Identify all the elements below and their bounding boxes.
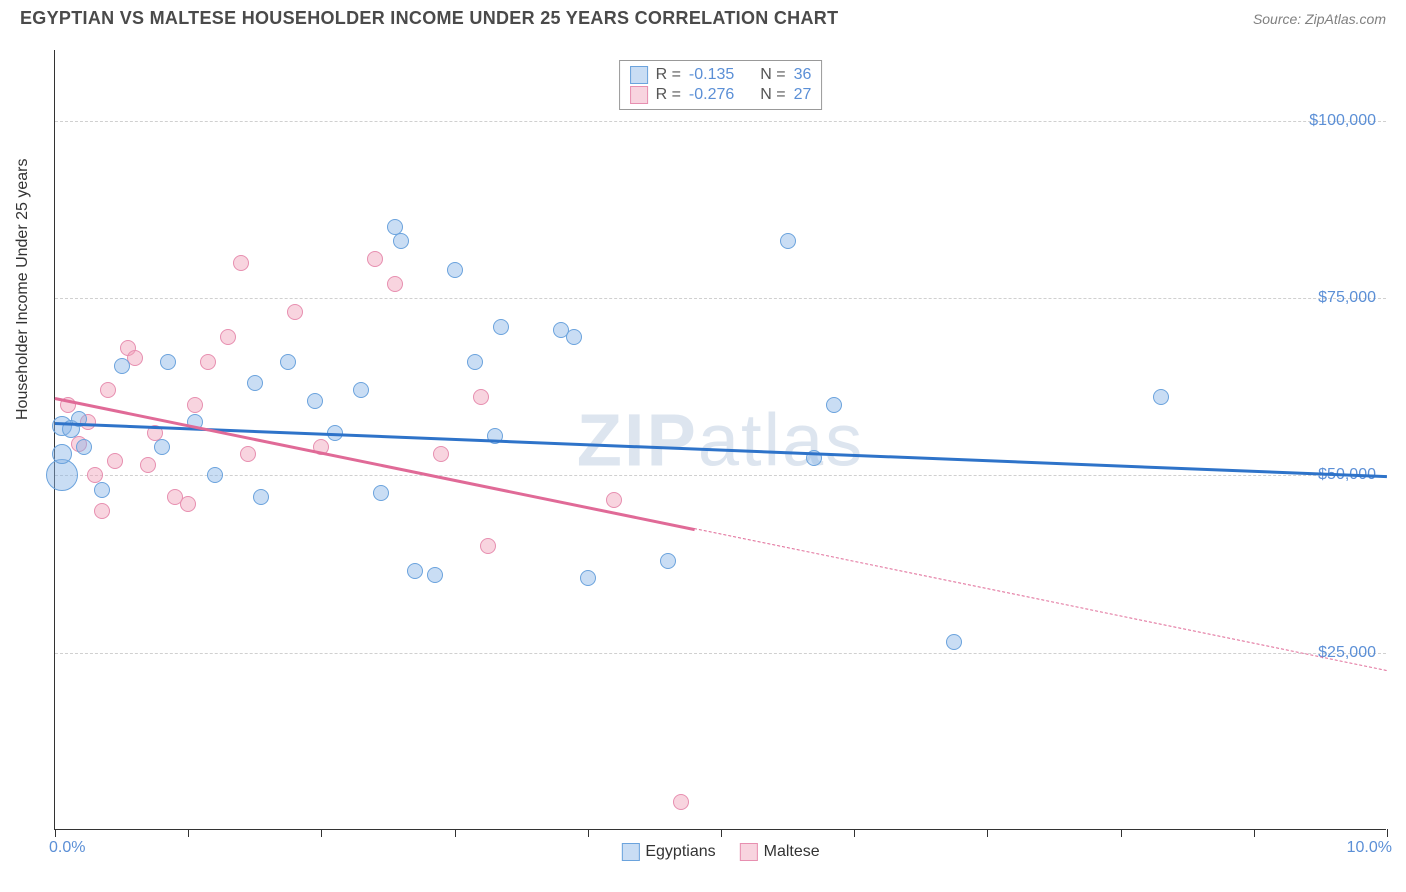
series-legend: Egyptians Maltese [621,843,819,861]
point-egyptians [566,329,582,345]
watermark: ZIPatlas [577,397,864,482]
point-maltese [240,446,256,462]
point-maltese [100,382,116,398]
r-label: R = [656,86,681,104]
point-egyptians [353,382,369,398]
point-egyptians [447,262,463,278]
n-label: N = [760,66,785,84]
y-tick-label: $100,000 [1309,112,1376,130]
point-egyptians [493,319,509,335]
point-egyptians [94,482,110,498]
point-egyptians [393,233,409,249]
y-axis-label: Householder Income Under 25 years [14,159,32,420]
chart-plot-area: ZIPatlas R = -0.135 N = 36 R = -0.276 N … [54,50,1386,830]
point-maltese [94,503,110,519]
legend-label-maltese: Maltese [764,843,820,861]
x-tick [188,829,189,837]
gridline [55,475,1386,476]
point-maltese [187,397,203,413]
point-egyptians [946,634,962,650]
point-egyptians [307,393,323,409]
point-egyptians [427,567,443,583]
x-tick [1387,829,1388,837]
point-maltese [233,255,249,271]
point-egyptians [826,397,842,413]
x-tick [55,829,56,837]
point-egyptians [160,354,176,370]
r-label: R = [656,66,681,84]
correlation-legend: R = -0.135 N = 36 R = -0.276 N = 27 [619,60,823,110]
legend-row-maltese: R = -0.276 N = 27 [630,85,812,105]
point-egyptians [467,354,483,370]
x-tick [455,829,456,837]
point-egyptians [46,459,78,491]
point-maltese [480,538,496,554]
gridline [55,121,1386,122]
point-maltese [107,453,123,469]
swatch-maltese [630,86,648,104]
x-tick [721,829,722,837]
x-axis-min-label: 0.0% [49,839,85,857]
point-maltese [140,457,156,473]
n-label: N = [760,86,785,104]
point-maltese [433,446,449,462]
r-value-egyptians: -0.135 [689,66,734,84]
point-maltese [220,329,236,345]
x-tick [588,829,589,837]
point-egyptians [114,358,130,374]
legend-item-maltese: Maltese [740,843,820,861]
x-axis-max-label: 10.0% [1347,839,1392,857]
point-maltese [180,496,196,512]
point-egyptians [76,439,92,455]
x-tick [321,829,322,837]
point-maltese [673,794,689,810]
point-maltese [367,251,383,267]
point-egyptians [580,570,596,586]
point-egyptians [247,375,263,391]
swatch-maltese-icon [740,843,758,861]
point-egyptians [1153,389,1169,405]
point-maltese [200,354,216,370]
point-egyptians [154,439,170,455]
regression-line-maltese-extrapolated [694,528,1387,671]
point-maltese [473,389,489,405]
x-tick [854,829,855,837]
n-value-egyptians: 36 [794,66,812,84]
point-egyptians [253,489,269,505]
n-value-maltese: 27 [794,86,812,104]
r-value-maltese: -0.276 [689,86,734,104]
legend-label-egyptians: Egyptians [645,843,715,861]
source-label: Source: ZipAtlas.com [1253,11,1386,27]
legend-item-egyptians: Egyptians [621,843,715,861]
point-egyptians [373,485,389,501]
swatch-egyptians-icon [621,843,639,861]
point-egyptians [660,553,676,569]
swatch-egyptians [630,66,648,84]
point-egyptians [780,233,796,249]
point-egyptians [280,354,296,370]
x-tick [987,829,988,837]
gridline [55,298,1386,299]
point-maltese [287,304,303,320]
x-tick [1121,829,1122,837]
chart-title: EGYPTIAN VS MALTESE HOUSEHOLDER INCOME U… [20,8,838,29]
gridline [55,653,1386,654]
point-egyptians [207,467,223,483]
x-tick [1254,829,1255,837]
point-egyptians [407,563,423,579]
point-maltese [387,276,403,292]
point-egyptians [52,444,72,464]
y-tick-label: $75,000 [1318,289,1376,307]
legend-row-egyptians: R = -0.135 N = 36 [630,65,812,85]
y-tick-label: $25,000 [1318,644,1376,662]
point-maltese [606,492,622,508]
